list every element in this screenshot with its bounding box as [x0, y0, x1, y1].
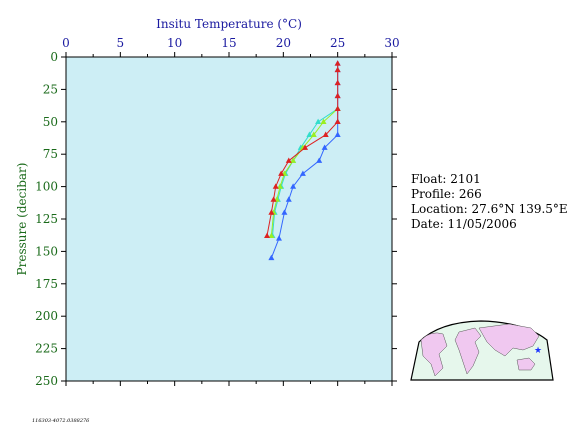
date: Date: 11/05/2006: [411, 217, 517, 231]
map-land-europe-africa: [454, 327, 482, 375]
data-point-0: [268, 254, 275, 261]
x-tick-label: 25: [330, 36, 345, 50]
data-point-0: [281, 209, 288, 215]
profile-number: Profile: 266: [411, 187, 482, 201]
location-map: ★: [410, 320, 554, 381]
y-tick-label: 250: [35, 374, 58, 388]
map-land-australia: [516, 357, 536, 371]
data-point-3: [334, 79, 341, 86]
data-point-3: [278, 170, 285, 176]
data-point-0: [290, 183, 297, 189]
footnote: 116303-4072.0388276: [32, 418, 90, 424]
data-point-1: [306, 131, 313, 137]
data-point-3: [264, 232, 271, 239]
data-point-3: [285, 157, 292, 163]
location: Location: 27.6°N 139.5°E: [411, 202, 568, 216]
x-tick-label: 5: [117, 36, 125, 50]
data-point-2: [310, 131, 317, 137]
x-tick-label: 15: [221, 36, 236, 50]
y-tick-label: 200: [35, 309, 58, 323]
x-tick-label: 30: [384, 36, 399, 50]
data-point-3: [334, 105, 341, 112]
series-layer: [264, 60, 341, 261]
data-point-2: [290, 157, 297, 163]
y-tick-label: 125: [35, 212, 58, 226]
y-axis-label: Pressure (decibar): [15, 163, 29, 276]
data-point-3: [322, 131, 329, 137]
plot-area: [65, 56, 393, 382]
data-point-3: [334, 60, 341, 66]
x-tick-label: 0: [62, 36, 70, 50]
float-info-panel: Float: 2101 Profile: 266 Location: 27.6°…: [411, 172, 568, 232]
data-point-3: [334, 118, 341, 124]
y-tick-label: 75: [43, 147, 58, 161]
y-tick-label: 25: [43, 82, 58, 96]
data-point-3: [302, 144, 309, 150]
map-land-americas: [420, 332, 448, 377]
data-point-0: [321, 144, 328, 150]
data-point-0: [285, 196, 292, 202]
data-point-0: [316, 157, 323, 163]
data-point-2: [320, 118, 327, 124]
data-point-2: [268, 232, 275, 239]
data-point-1: [315, 118, 322, 124]
data-point-0: [299, 170, 306, 176]
data-point-3: [334, 92, 341, 99]
data-point-3: [272, 183, 279, 189]
data-point-3: [270, 196, 277, 202]
y-tick-label: 0: [50, 50, 58, 64]
data-point-0: [275, 235, 282, 241]
x-axis-label: Insitu Temperature (°C): [156, 17, 302, 31]
map-land-asia: [478, 323, 540, 357]
series-line-2: [270, 108, 339, 236]
data-point-0: [334, 131, 341, 137]
y-tick-label: 50: [43, 115, 58, 129]
y-tick-label: 100: [35, 180, 58, 194]
float-id: Float: 2101: [411, 172, 481, 186]
data-point-2: [277, 183, 284, 189]
y-tick-label: 175: [35, 277, 58, 291]
data-point-3: [334, 66, 341, 73]
y-tick-label: 150: [35, 244, 58, 258]
x-tick-label: 20: [276, 36, 291, 50]
data-point-3: [268, 209, 275, 215]
star-icon: ★: [534, 346, 542, 356]
x-tick-label: 10: [167, 36, 182, 50]
y-tick-label: 225: [35, 342, 58, 356]
axes: 0 5 10 15 20 25 30 0 25 50 75 100 125 150 175 200 225 250: [35, 36, 400, 388]
